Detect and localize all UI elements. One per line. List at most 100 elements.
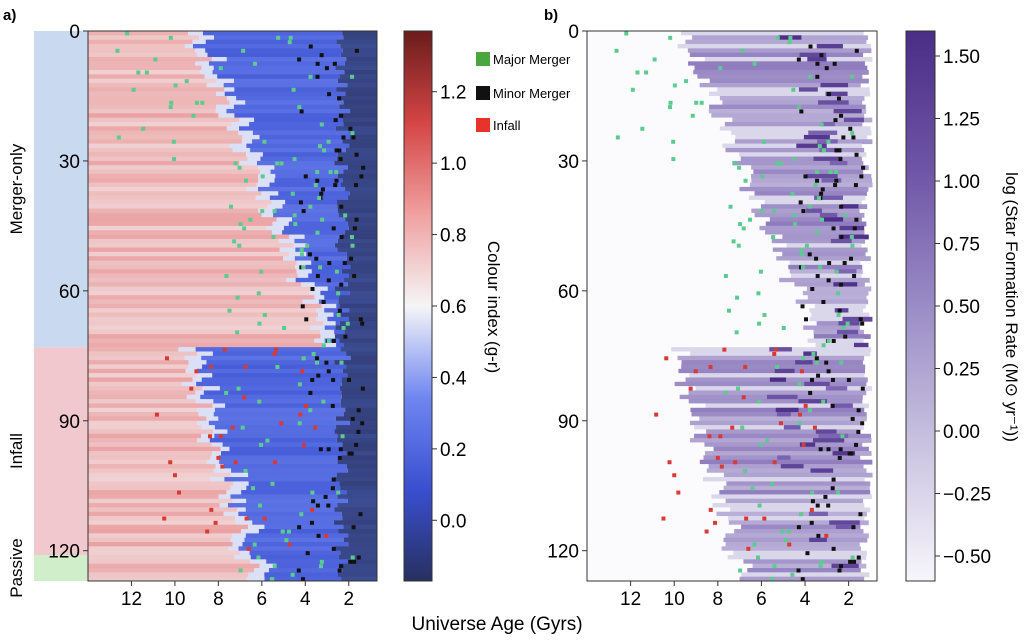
- major-merger-marker: [758, 442, 763, 447]
- heatmap-cell: [88, 537, 231, 543]
- heatmap-cell: [587, 373, 690, 378]
- y-ticks-a: 0 30 60 90 120: [48, 22, 88, 563]
- major-merger-marker: [850, 243, 855, 248]
- heatmap-cell: [318, 312, 334, 318]
- major-merger-marker: [624, 31, 629, 36]
- legend-swatch: [476, 86, 490, 100]
- major-merger-marker: [191, 113, 196, 118]
- heatmap-cell: [334, 507, 377, 513]
- heatmap-cell: [213, 65, 336, 71]
- heatmap-cell: [765, 221, 867, 227]
- heatmap-cell: [347, 498, 377, 504]
- heatmap-cell: [821, 178, 842, 184]
- heatmap-cell: [223, 464, 347, 469]
- major-merger-marker: [238, 222, 243, 227]
- infall-merger-marker: [300, 369, 305, 374]
- heatmap-cell: [711, 494, 872, 500]
- heatmap-cell: [88, 264, 296, 270]
- major-merger-marker: [321, 343, 326, 348]
- minor-merger-marker: [808, 390, 813, 395]
- heatmap-cell: [843, 117, 864, 123]
- heatmap-cell: [229, 100, 246, 106]
- heatmap-cell: [216, 78, 234, 84]
- heatmap-cell: [689, 420, 861, 426]
- minor-merger-marker: [315, 356, 320, 361]
- heatmap-cell: [708, 108, 867, 114]
- heatmap-cell: [722, 100, 863, 106]
- minor-merger-marker: [353, 183, 358, 188]
- heatmap-cell: [323, 321, 336, 326]
- heatmap-cell: [587, 429, 707, 435]
- heatmap-cell: [799, 52, 827, 58]
- heatmap-cell: [337, 503, 377, 508]
- major-merger-marker: [350, 74, 355, 79]
- heatmap-cell: [587, 65, 695, 71]
- heatmap-cell: [314, 282, 348, 288]
- heatmap-cell: [346, 490, 377, 495]
- heatmap-cell: [335, 126, 377, 132]
- heatmap-cell: [343, 537, 377, 543]
- major-merger-marker: [797, 421, 802, 426]
- major-merger-marker: [350, 131, 355, 136]
- heatmap-cell: [834, 269, 857, 275]
- minor-merger-marker: [339, 204, 344, 209]
- heatmap-cell: [213, 399, 341, 404]
- heatmap-cell: [677, 43, 871, 49]
- infall-merger-marker: [707, 434, 712, 439]
- heatmap-cell: [344, 277, 377, 283]
- heatmap-cell: [803, 134, 830, 140]
- heatmap-cell: [336, 156, 377, 162]
- minor-merger-marker: [324, 360, 329, 365]
- heatmap-cell: [234, 113, 339, 119]
- minor-merger-marker: [826, 369, 831, 374]
- minor-merger-marker: [858, 512, 863, 517]
- infall-merger-marker: [664, 356, 669, 361]
- heatmap-cell: [727, 555, 867, 560]
- heatmap-cell: [88, 455, 211, 461]
- heatmap-cell: [233, 481, 249, 487]
- major-merger-marker: [843, 213, 848, 218]
- heatmap-cell: [776, 412, 791, 417]
- infall-merger-marker: [809, 507, 814, 512]
- x-axis-label: Universe Age (Gyrs): [411, 614, 582, 635]
- heatmap-cell: [674, 381, 867, 387]
- major-merger-marker: [291, 87, 296, 92]
- heatmap-cell: [293, 243, 307, 249]
- major-merger-marker: [723, 274, 728, 279]
- heatmap-cell: [242, 134, 260, 140]
- heatmap-cell: [252, 520, 334, 526]
- major-merger-marker: [826, 338, 831, 343]
- major-merger-marker: [769, 577, 774, 582]
- heatmap-cell: [233, 104, 340, 110]
- heatmap-cell: [184, 355, 202, 361]
- minor-merger-marker: [310, 377, 315, 382]
- heatmap-cell: [88, 82, 207, 88]
- major-merger-marker: [790, 191, 795, 196]
- major-merger-marker: [345, 321, 350, 326]
- major-merger-marker: [779, 161, 784, 166]
- major-merger-marker: [232, 239, 237, 244]
- minor-merger-marker: [297, 525, 302, 530]
- heatmap-cell: [342, 568, 377, 573]
- major-merger-marker: [817, 144, 822, 149]
- heatmap-cell: [324, 295, 339, 301]
- heatmap-cell: [296, 269, 312, 275]
- heatmap-cell: [344, 69, 377, 75]
- heatmap-cell: [88, 373, 197, 378]
- major-merger-marker: [780, 529, 785, 534]
- heatmap-cell: [341, 381, 377, 387]
- heatmap-cell: [723, 485, 870, 491]
- heatmap-cell: [88, 438, 198, 443]
- heatmap-cell: [751, 178, 873, 184]
- heatmap-cell: [316, 308, 325, 313]
- minor-merger-marker: [815, 74, 820, 79]
- heatmap-cell: [88, 533, 233, 539]
- major-merger-marker: [260, 209, 265, 214]
- infall-merger-marker: [189, 386, 194, 391]
- minor-merger-marker: [854, 442, 859, 447]
- major-merger-marker: [168, 105, 173, 110]
- heatmap-cell: [201, 65, 214, 71]
- heatmap-cell: [782, 234, 865, 240]
- heatmap-cell: [88, 433, 202, 439]
- heatmap-cell: [587, 78, 710, 84]
